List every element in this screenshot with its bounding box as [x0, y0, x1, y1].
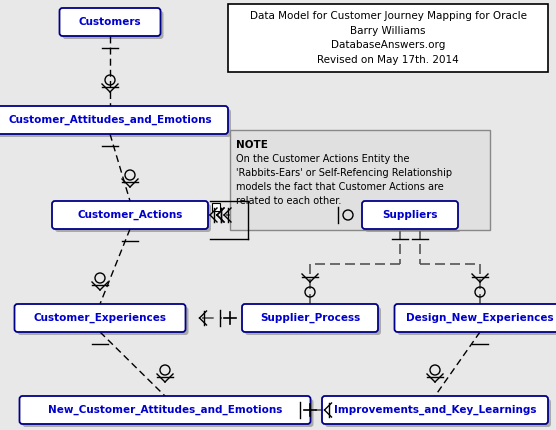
FancyBboxPatch shape [52, 201, 208, 229]
Text: Customer_Experiences: Customer_Experiences [33, 313, 166, 323]
Text: On the Customer Actions Entity the
'Rabbits-Ears' or Self-Refencing Relationship: On the Customer Actions Entity the 'Rabb… [236, 154, 452, 206]
Text: Customers: Customers [79, 17, 141, 27]
Text: Data Model for Customer Journey Mapping for Oracle
Barry Williams
DatabaseAnswer: Data Model for Customer Journey Mapping … [250, 11, 527, 65]
FancyBboxPatch shape [395, 304, 556, 332]
FancyBboxPatch shape [325, 399, 551, 427]
Text: Design_New_Experiences: Design_New_Experiences [406, 313, 554, 323]
FancyBboxPatch shape [0, 109, 231, 137]
Text: Supplier_Process: Supplier_Process [260, 313, 360, 323]
Bar [212, 203, 220, 211]
FancyBboxPatch shape [322, 396, 548, 424]
FancyBboxPatch shape [62, 11, 163, 39]
FancyBboxPatch shape [0, 106, 228, 134]
Bar [230, 130, 490, 230]
FancyBboxPatch shape [59, 8, 161, 36]
FancyBboxPatch shape [365, 204, 461, 232]
Text: Customer_Actions: Customer_Actions [77, 210, 183, 220]
FancyBboxPatch shape [362, 201, 458, 229]
FancyBboxPatch shape [14, 304, 186, 332]
Text: Customer_Attitudes_and_Emotions: Customer_Attitudes_and_Emotions [8, 115, 212, 125]
Text: Improvements_and_Key_Learnings: Improvements_and_Key_Learnings [334, 405, 536, 415]
FancyBboxPatch shape [55, 204, 211, 232]
FancyBboxPatch shape [245, 307, 381, 335]
Text: NOTE: NOTE [236, 140, 268, 150]
FancyBboxPatch shape [17, 307, 188, 335]
FancyBboxPatch shape [398, 307, 556, 335]
FancyBboxPatch shape [242, 304, 378, 332]
Bar [228, 4, 548, 72]
Text: New_Customer_Attitudes_and_Emotions: New_Customer_Attitudes_and_Emotions [48, 405, 282, 415]
FancyBboxPatch shape [22, 399, 314, 427]
Text: Suppliers: Suppliers [383, 210, 438, 220]
FancyBboxPatch shape [19, 396, 310, 424]
